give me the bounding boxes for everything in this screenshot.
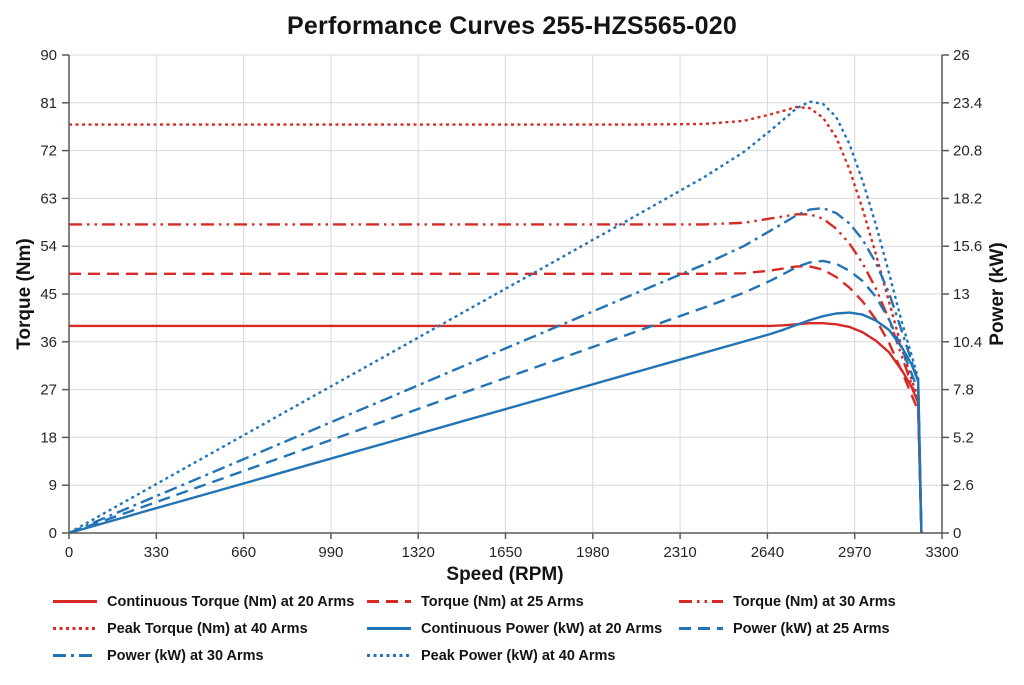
legend-label: Continuous Torque (Nm) at 20 Arms <box>107 593 355 610</box>
legend-item-torque-nm-at-30-arms: Torque (Nm) at 30 Arms <box>678 591 978 612</box>
legend-item-power-kw-at-25-arms: Power (kW) at 25 Arms <box>678 618 978 639</box>
y-left-tick-label: 36 <box>40 334 57 351</box>
series-peak-power-kw-at-40-arms <box>68 100 923 535</box>
y-left-tick-label: 27 <box>40 382 57 399</box>
legend-label: Torque (Nm) at 30 Arms <box>733 593 896 610</box>
legend-line-sample <box>53 654 97 657</box>
y-left-tick-label: 9 <box>49 477 57 494</box>
legend-item-peak-torque-nm-at-40-arms: Peak Torque (Nm) at 40 Arms <box>52 618 366 639</box>
legend-item-power-kw-at-30-arms: Power (kW) at 30 Arms <box>52 645 366 666</box>
legend-label: Peak Torque (Nm) at 40 Arms <box>107 620 308 637</box>
legend-label: Continuous Power (kW) at 20 Arms <box>421 620 663 637</box>
legend: Continuous Torque (Nm) at 20 Arms Torque … <box>52 591 982 666</box>
series-torque-nm-at-25-arms <box>69 265 923 534</box>
legend-item-torque-nm-at-25-arms: Torque (Nm) at 25 Arms <box>366 591 678 612</box>
y-left-tick-label: 54 <box>40 238 57 255</box>
y-left-tick-label: 18 <box>40 429 57 446</box>
series-peak-torque-nm-at-40-arms <box>69 105 923 534</box>
legend-label: Power (kW) at 30 Arms <box>107 647 264 664</box>
y-right-tick-label: 13 <box>953 286 970 303</box>
legend-line-sample <box>53 627 97 630</box>
legend-line-sample <box>367 627 411 630</box>
y-left-tick-label: 90 <box>40 47 57 64</box>
y-right-tick-label: 15.6 <box>953 238 982 255</box>
y-axis-title-right: Power (kW) <box>987 242 1008 346</box>
x-tick-label: 990 <box>318 544 343 561</box>
legend-line-sample <box>679 627 723 630</box>
y-left-tick-label: 81 <box>40 95 57 112</box>
series-continuous-power-kw-at-20-arms <box>68 311 923 535</box>
x-tick-label: 1980 <box>576 544 609 561</box>
series-power-kw-at-25-arms <box>68 259 923 535</box>
y-right-tick-label: 7.8 <box>953 382 974 399</box>
legend-label: Power (kW) at 25 Arms <box>733 620 890 637</box>
x-tick-label: 3300 <box>925 544 958 561</box>
y-left-tick-label: 45 <box>40 286 57 303</box>
legend-item-continuous-torque-nm-at-20-arms: Continuous Torque (Nm) at 20 Arms <box>52 591 366 612</box>
x-tick-label: 1320 <box>402 544 435 561</box>
x-axis-title: Speed (RPM) <box>446 564 564 585</box>
y-right-tick-label: 18.2 <box>953 190 982 207</box>
legend-item-peak-power-kw-at-40-arms: Peak Power (kW) at 40 Arms <box>366 645 678 666</box>
legend-line-sample <box>367 600 411 603</box>
series-power-kw-at-30-arms <box>68 206 923 535</box>
chart-title: Performance Curves 255-HZS565-020 <box>287 12 737 40</box>
x-tick-label: 2970 <box>838 544 871 561</box>
y-right-tick-label: 2.6 <box>953 477 974 494</box>
y-right-tick-label: 10.4 <box>953 334 982 351</box>
y-left-tick-label: 0 <box>49 525 57 542</box>
y-right-tick-label: 0 <box>953 525 961 542</box>
legend-item-continuous-power-kw-at-20-arms: Continuous Power (kW) at 20 Arms <box>366 618 678 639</box>
x-tick-label: 0 <box>65 544 73 561</box>
x-tick-label: 2640 <box>751 544 784 561</box>
legend-label: Peak Power (kW) at 40 Arms <box>421 647 616 664</box>
x-tick-label: 660 <box>231 544 256 561</box>
y-left-tick-label: 63 <box>40 190 57 207</box>
legend-label: Torque (Nm) at 25 Arms <box>421 593 584 610</box>
legend-line-sample <box>367 654 411 657</box>
series-continuous-torque-nm-at-20-arms <box>69 322 923 534</box>
y-axis-title-left: Torque (Nm) <box>14 238 35 350</box>
legend-line-sample <box>679 600 723 603</box>
x-tick-label: 330 <box>144 544 169 561</box>
x-tick-label: 2310 <box>663 544 696 561</box>
x-tick-label: 1650 <box>489 544 522 561</box>
y-left-tick-label: 72 <box>40 143 57 160</box>
legend-line-sample <box>53 600 97 603</box>
y-right-tick-label: 26 <box>953 47 970 64</box>
y-right-tick-label: 5.2 <box>953 429 974 446</box>
y-right-tick-label: 23.4 <box>953 95 982 112</box>
y-right-tick-label: 20.8 <box>953 143 982 160</box>
